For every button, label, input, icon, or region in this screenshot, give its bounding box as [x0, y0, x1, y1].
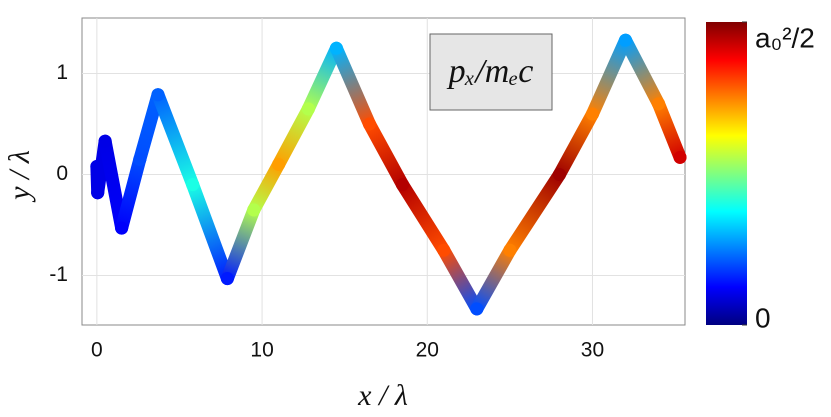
plot-frame [81, 17, 686, 326]
trajectory-point [395, 178, 409, 192]
trajectory-point [272, 157, 286, 171]
trajectory-segment [652, 97, 687, 164]
trajectory-point [652, 97, 666, 111]
trajectory-segment [470, 243, 517, 316]
trajectory-point [115, 221, 129, 235]
trajectory-point [329, 41, 343, 55]
trajectory-segment [329, 41, 376, 131]
trajectory-segment [220, 203, 261, 286]
x-tick-label: 0 [91, 339, 103, 362]
colorbar-tick-label: a₀²/2 [755, 22, 815, 53]
trajectory-point [362, 117, 376, 131]
y-tick-label: 0 [56, 162, 68, 185]
trajectory-segment [115, 152, 147, 235]
trajectory-point [133, 152, 147, 166]
trajectory-point [301, 102, 315, 116]
trajectory-point [437, 243, 451, 257]
trajectory-segment [362, 117, 409, 192]
trajectory-segment [272, 102, 315, 171]
trajectory-point [186, 178, 200, 192]
trajectory-point [673, 150, 687, 164]
trajectory-segment [585, 33, 633, 121]
y-axis-label: y / λ [3, 150, 36, 203]
trajectory-segment [301, 41, 343, 116]
x-tick-label: 20 [416, 339, 439, 362]
trajectory-point [470, 302, 484, 316]
annotation: pₓ/mₑc [447, 53, 534, 90]
colorbar [706, 22, 747, 325]
x-tick-label: 10 [250, 339, 273, 362]
y-tick-label: 1 [56, 61, 68, 84]
trajectory-segment [552, 107, 599, 182]
annotation-box [429, 33, 553, 111]
trajectory-point [151, 88, 165, 102]
trajectory-segment [133, 88, 165, 166]
trajectory-segment [503, 168, 566, 257]
trajectory-point [91, 186, 105, 200]
trajectory-point [98, 134, 112, 148]
trajectory-point [90, 159, 104, 173]
trajectory-point [552, 168, 566, 182]
trajectory-point [503, 243, 517, 257]
trajectory-point [619, 33, 633, 47]
colorbar-tick-label: 0 [755, 302, 771, 333]
trajectory-segment [247, 157, 286, 217]
trajectory-segment [437, 243, 484, 316]
trajectory-segment [151, 88, 200, 192]
trajectory-point [247, 203, 261, 217]
trajectory-point [220, 272, 234, 286]
trajectory-point [585, 107, 599, 121]
trajectory-segment [395, 178, 451, 257]
trajectory-segment [186, 178, 234, 286]
y-tick-label: -1 [49, 263, 68, 286]
x-axis-label: x / λ [357, 379, 408, 412]
trajectory-segment [619, 33, 666, 111]
x-tick-label: 30 [581, 339, 604, 362]
